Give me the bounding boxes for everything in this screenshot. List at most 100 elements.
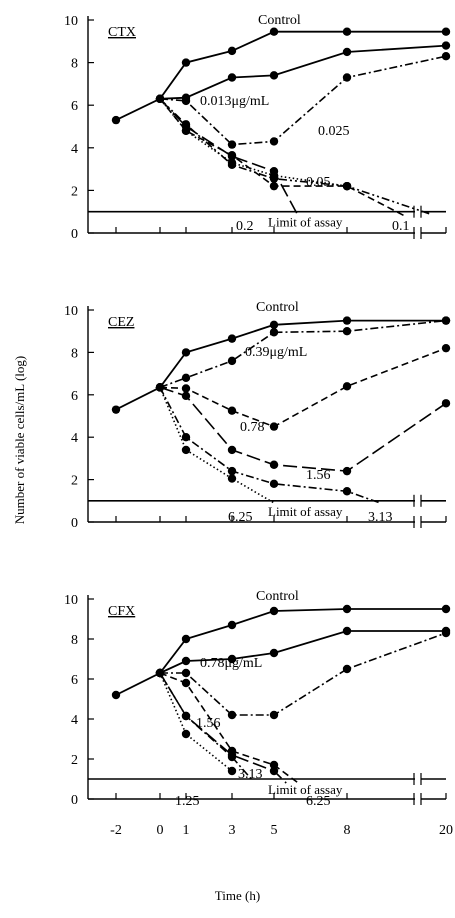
data-point (181, 384, 191, 393)
data-point (155, 383, 165, 392)
axis-break-gap (415, 206, 421, 217)
data-point (155, 668, 165, 678)
series-label: 0.025 (318, 124, 350, 139)
data-point (181, 96, 191, 106)
data-point (181, 445, 191, 455)
y-tick-label: 6 (71, 99, 78, 114)
data-point (227, 752, 237, 762)
data-point (181, 729, 191, 739)
data-point (227, 406, 237, 415)
x-tick-label: 0 (157, 823, 164, 838)
data-point (342, 47, 352, 57)
data-point (227, 158, 237, 167)
series-label: 6.25 (306, 794, 331, 809)
data-point (342, 27, 352, 36)
data-point (269, 422, 279, 431)
data-point (111, 115, 121, 125)
data-point (181, 656, 191, 666)
data-point (441, 316, 451, 325)
data-point (227, 710, 237, 720)
data-point (441, 604, 451, 614)
data-point (342, 466, 352, 476)
series-line (159, 672, 287, 784)
data-point (269, 171, 279, 180)
data-point (342, 604, 352, 614)
series-line (159, 98, 348, 187)
series-line (115, 319, 446, 411)
series-line (159, 98, 300, 217)
series-line (159, 98, 406, 217)
y-tick-label: 4 (71, 431, 78, 446)
data-point (181, 678, 191, 688)
series-line (160, 632, 447, 716)
data-point (441, 41, 451, 50)
series-label: 1.25 (175, 794, 200, 809)
data-point (111, 690, 121, 700)
data-point (227, 445, 237, 455)
data-point (342, 382, 352, 391)
axis-break-gap (415, 794, 421, 804)
data-point (342, 664, 352, 674)
series-label: 0.1 (392, 219, 410, 234)
x-tick-label: 3 (229, 823, 236, 838)
series-label: 3.13 (238, 767, 263, 782)
data-point (181, 58, 191, 67)
y-tick-label: 8 (71, 346, 78, 361)
data-point (227, 73, 237, 82)
y-axis-title: Number of viable cells/mL (log) (12, 355, 27, 525)
series-line (159, 386, 447, 472)
data-point (269, 460, 279, 469)
series-label: 0.013μg/mL (200, 94, 269, 109)
x-tick-label: 1 (183, 823, 190, 838)
y-tick-label: 2 (71, 184, 78, 199)
data-point (227, 152, 237, 161)
y-tick-label: 8 (71, 57, 78, 72)
data-point (269, 766, 279, 776)
data-point (181, 711, 191, 721)
data-point (269, 181, 279, 191)
series-label: 1.56 (306, 468, 331, 483)
series-label: 0.2 (236, 219, 254, 234)
data-point (441, 52, 451, 61)
data-point (181, 373, 191, 383)
data-point (227, 474, 237, 483)
data-point (181, 668, 191, 678)
x-tick-label: 5 (271, 823, 278, 838)
limit-of-assay-label: Limit of assay (268, 504, 343, 519)
series-label: Control (258, 13, 301, 28)
data-point (342, 626, 352, 636)
series-label: Control (256, 300, 299, 315)
data-point (269, 760, 279, 770)
data-point (269, 71, 279, 80)
data-point (111, 405, 121, 414)
x-tick-label: -2 (110, 823, 122, 838)
series-label: 0.05 (306, 175, 331, 190)
axis-break-gap (415, 495, 421, 506)
data-point (269, 328, 279, 337)
data-point (269, 27, 279, 36)
y-tick-label: 0 (71, 227, 78, 242)
y-tick-label: 2 (71, 474, 78, 489)
data-point (227, 620, 237, 630)
x-axis-title: Time (h) (214, 888, 261, 903)
data-point (181, 391, 191, 401)
panel-title: CEZ (108, 315, 134, 330)
y-tick-label: 0 (71, 516, 78, 531)
data-point (342, 316, 352, 325)
data-point (269, 606, 279, 616)
series-label: 3.13 (368, 510, 393, 525)
data-point (227, 356, 237, 366)
y-tick-label: 6 (71, 673, 78, 688)
y-tick-label: 10 (64, 593, 78, 608)
data-point (227, 766, 237, 776)
series-label: Control (256, 589, 299, 604)
y-tick-label: 0 (71, 793, 78, 808)
data-point (227, 46, 237, 56)
series-label: 0.78μg/mL (200, 656, 262, 671)
data-point (181, 126, 191, 135)
x-tick-label: 20 (439, 823, 453, 838)
y-axis-title-container: Number of viable cells/mL (log) (0, 0, 40, 913)
series-line (115, 30, 446, 121)
